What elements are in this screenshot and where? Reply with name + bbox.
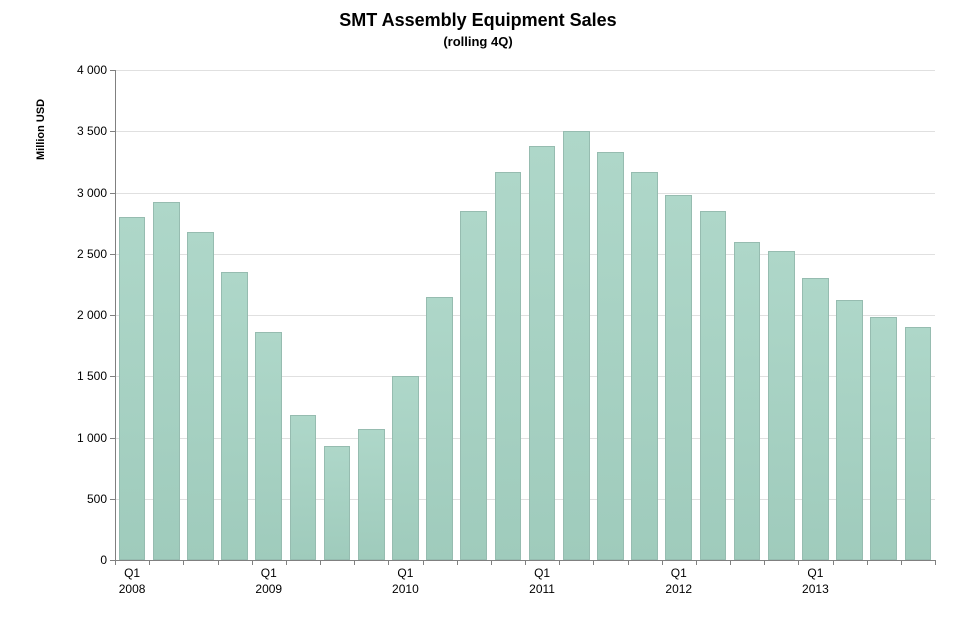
bar bbox=[358, 429, 385, 560]
chart-container: SMT Assembly Equipment Sales (rolling 4Q… bbox=[0, 0, 956, 624]
x-tick-mark bbox=[628, 560, 629, 565]
bar bbox=[700, 211, 727, 560]
x-tick-mark bbox=[559, 560, 560, 565]
y-tick-label: 500 bbox=[87, 492, 115, 506]
x-tick-mark bbox=[457, 560, 458, 565]
x-tick-mark bbox=[935, 560, 936, 565]
bar bbox=[734, 242, 761, 561]
x-tick-mark bbox=[901, 560, 902, 565]
x-tick-year-label: 2011 bbox=[529, 560, 555, 596]
bar bbox=[392, 376, 419, 560]
grid-line bbox=[115, 70, 935, 71]
bar bbox=[255, 332, 282, 560]
bar bbox=[563, 131, 590, 560]
y-tick-label: 3 500 bbox=[77, 124, 115, 138]
bar bbox=[187, 232, 214, 560]
y-tick-label: 4 000 bbox=[77, 63, 115, 77]
x-tick-mark bbox=[252, 560, 253, 565]
bar bbox=[324, 446, 351, 560]
bar bbox=[870, 317, 897, 560]
bar bbox=[290, 415, 317, 560]
y-tick-label: 3 000 bbox=[77, 186, 115, 200]
chart-title: SMT Assembly Equipment Sales bbox=[0, 10, 956, 31]
y-tick-label: 1 000 bbox=[77, 431, 115, 445]
bar bbox=[768, 251, 795, 560]
x-tick-mark bbox=[286, 560, 287, 565]
x-tick-mark bbox=[388, 560, 389, 565]
x-tick-mark bbox=[764, 560, 765, 565]
x-tick-mark bbox=[218, 560, 219, 565]
x-tick-year-label: 2012 bbox=[665, 560, 692, 596]
x-tick-mark bbox=[730, 560, 731, 565]
x-tick-mark bbox=[696, 560, 697, 565]
x-tick-mark bbox=[593, 560, 594, 565]
x-tick-mark bbox=[798, 560, 799, 565]
x-tick-year-label: 2010 bbox=[392, 560, 419, 596]
bar bbox=[460, 211, 487, 560]
bar bbox=[495, 172, 522, 560]
x-tick-mark bbox=[354, 560, 355, 565]
x-tick-mark bbox=[867, 560, 868, 565]
plot-area: 05001 0001 5002 0002 5003 0003 5004 000Q… bbox=[115, 70, 935, 560]
bar bbox=[221, 272, 248, 560]
y-axis-line bbox=[115, 70, 116, 560]
grid-line bbox=[115, 131, 935, 132]
bar bbox=[802, 278, 829, 560]
bar bbox=[153, 202, 180, 560]
chart-subtitle: (rolling 4Q) bbox=[0, 34, 956, 49]
x-tick-mark bbox=[423, 560, 424, 565]
y-axis-label: Million USD bbox=[35, 99, 47, 160]
grid-line bbox=[115, 254, 935, 255]
bar bbox=[631, 172, 658, 560]
x-tick-year-label: 2013 bbox=[802, 560, 829, 596]
bar bbox=[426, 297, 453, 560]
x-tick-mark bbox=[525, 560, 526, 565]
x-tick-mark bbox=[320, 560, 321, 565]
bar bbox=[529, 146, 556, 560]
x-tick-year-label: 2008 bbox=[119, 560, 146, 596]
bar bbox=[665, 195, 692, 560]
x-tick-mark bbox=[149, 560, 150, 565]
x-tick-mark bbox=[662, 560, 663, 565]
bar bbox=[597, 152, 624, 560]
grid-line bbox=[115, 193, 935, 194]
bar bbox=[905, 327, 932, 560]
y-tick-label: 0 bbox=[100, 553, 115, 567]
bar bbox=[119, 217, 146, 560]
x-tick-mark bbox=[115, 560, 116, 565]
x-tick-year-label: 2009 bbox=[255, 560, 282, 596]
bar bbox=[836, 300, 863, 560]
x-tick-mark bbox=[833, 560, 834, 565]
x-tick-mark bbox=[491, 560, 492, 565]
y-tick-label: 2 000 bbox=[77, 308, 115, 322]
y-tick-label: 2 500 bbox=[77, 247, 115, 261]
x-tick-mark bbox=[183, 560, 184, 565]
y-tick-label: 1 500 bbox=[77, 369, 115, 383]
